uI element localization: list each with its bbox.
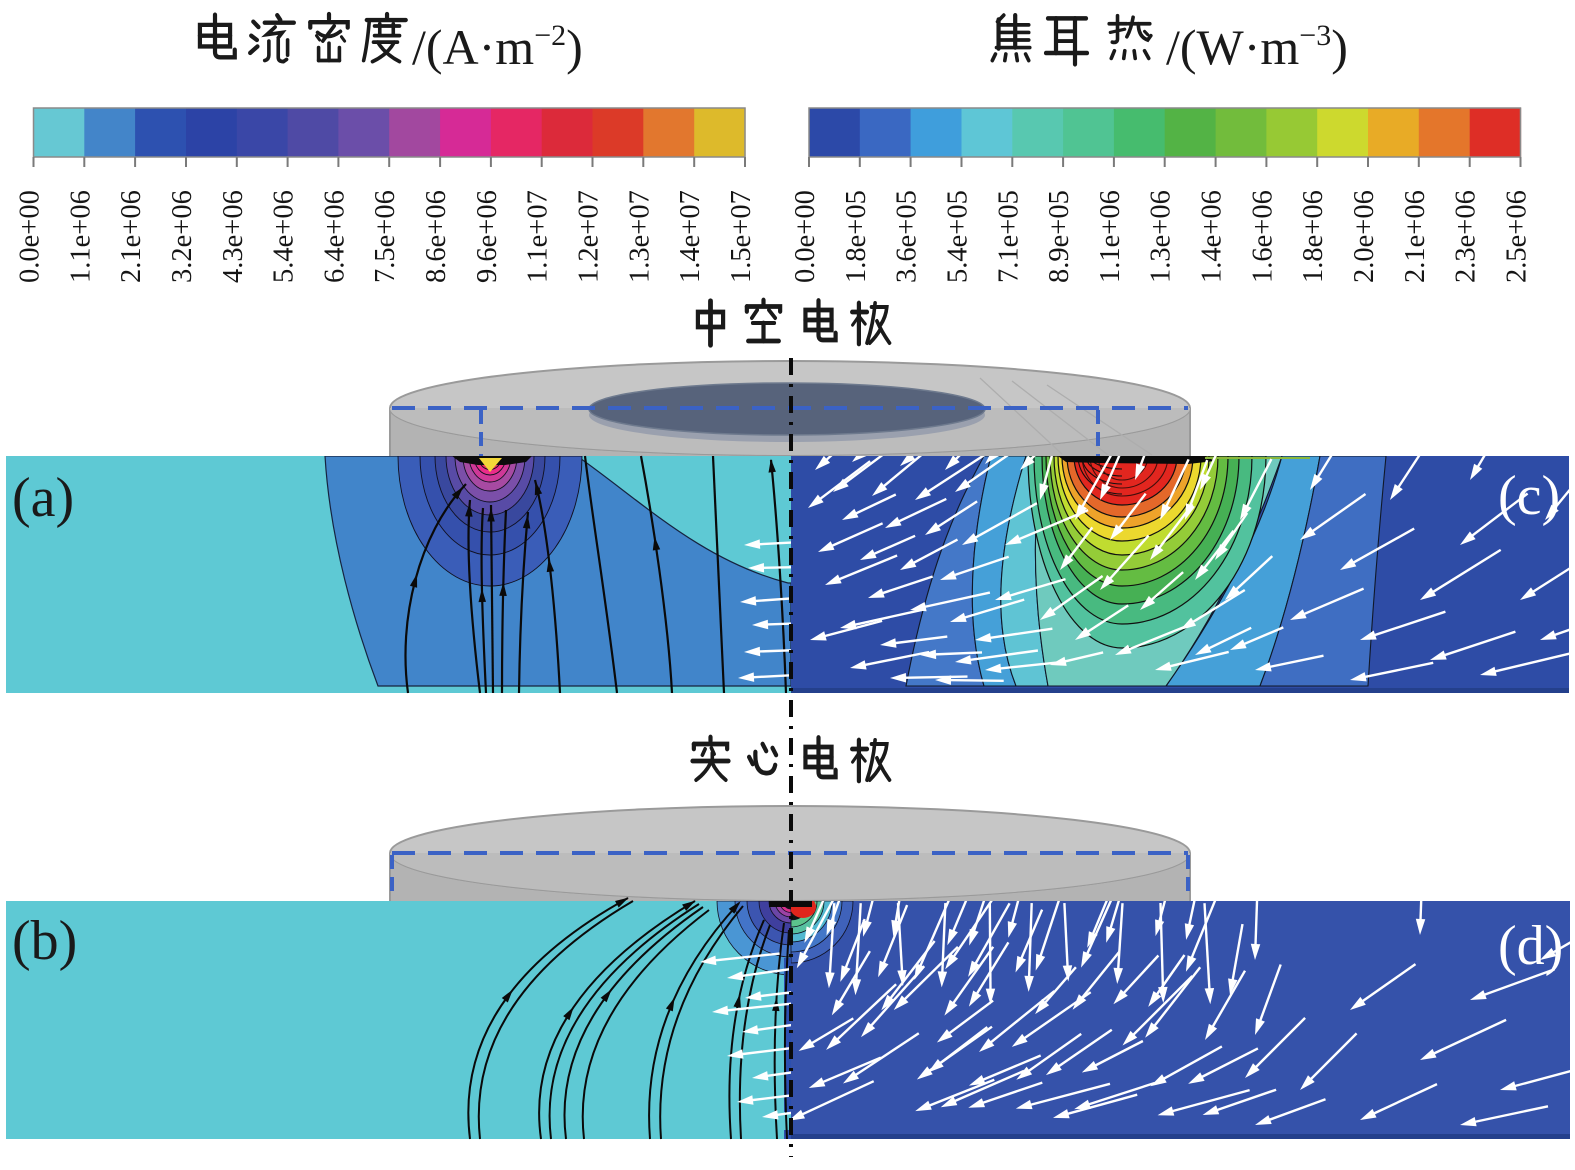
svg-text:1.1e+07: 1.1e+07 — [523, 190, 554, 283]
svg-text:5.4e+06: 5.4e+06 — [269, 190, 300, 283]
svg-text:7.1e+05: 7.1e+05 — [993, 190, 1024, 283]
svg-text:9.6e+06: 9.6e+06 — [472, 190, 503, 283]
svg-text:1.5e+07: 1.5e+07 — [726, 190, 757, 283]
svg-text:0.0e+00: 0.0e+00 — [790, 190, 821, 283]
svg-text:(b): (b) — [12, 910, 77, 972]
svg-text:(a): (a) — [12, 467, 74, 529]
svg-text:/(W·m−3): /(W·m−3) — [1166, 19, 1348, 75]
svg-text:2.3e+06: 2.3e+06 — [1451, 190, 1482, 283]
svg-text:1.6e+06: 1.6e+06 — [1247, 190, 1278, 283]
svg-text:1.3e+07: 1.3e+07 — [624, 190, 655, 283]
svg-text:(d): (d) — [1498, 915, 1563, 977]
svg-text:1.1e+06: 1.1e+06 — [1095, 190, 1126, 283]
svg-text:4.3e+06: 4.3e+06 — [218, 190, 249, 283]
svg-text:8.6e+06: 8.6e+06 — [421, 190, 452, 283]
svg-text:6.4e+06: 6.4e+06 — [319, 190, 350, 283]
svg-text:2.1e+06: 2.1e+06 — [116, 190, 147, 283]
svg-text:1.1e+06: 1.1e+06 — [65, 190, 96, 283]
svg-text:7.5e+06: 7.5e+06 — [370, 190, 401, 283]
svg-text:0.0e+00: 0.0e+00 — [15, 190, 46, 283]
svg-text:3.2e+06: 3.2e+06 — [167, 190, 198, 283]
svg-text:1.8e+06: 1.8e+06 — [1298, 190, 1329, 283]
svg-text:2.5e+06: 2.5e+06 — [1502, 190, 1533, 283]
svg-text:5.4e+05: 5.4e+05 — [943, 190, 974, 283]
svg-text:2.1e+06: 2.1e+06 — [1400, 190, 1431, 283]
svg-text:2.0e+06: 2.0e+06 — [1349, 190, 1380, 283]
svg-text:8.9e+05: 8.9e+05 — [1044, 190, 1075, 283]
svg-text:1.8e+05: 1.8e+05 — [841, 190, 872, 283]
svg-text:1.4e+07: 1.4e+07 — [675, 190, 706, 283]
svg-text:1.2e+07: 1.2e+07 — [574, 190, 605, 283]
svg-text:1.3e+06: 1.3e+06 — [1146, 190, 1177, 283]
svg-text:1.4e+06: 1.4e+06 — [1197, 190, 1228, 283]
svg-text:(c): (c) — [1498, 465, 1560, 527]
svg-text:3.6e+05: 3.6e+05 — [892, 190, 923, 283]
